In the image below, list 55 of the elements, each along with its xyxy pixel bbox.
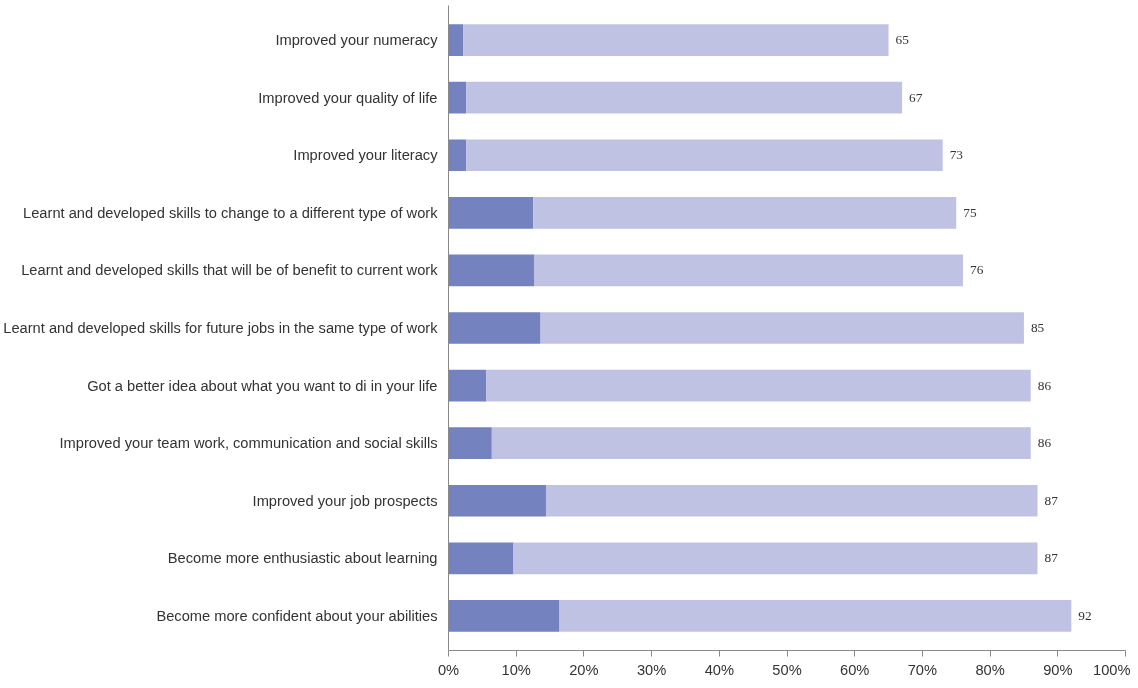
bar xyxy=(534,254,964,287)
bar xyxy=(448,312,541,344)
bar xyxy=(513,542,1038,575)
bar xyxy=(533,196,957,229)
bar xyxy=(463,24,889,56)
x-tick-label: 40% xyxy=(704,661,734,678)
total-label: 75 xyxy=(963,204,977,220)
y-tick-label: Got a better idea about what you want to di in your life xyxy=(87,377,438,394)
bar xyxy=(448,139,467,172)
total-label: 73 xyxy=(949,147,964,163)
bar xyxy=(448,600,560,632)
x-tick-label: 90% xyxy=(1043,661,1073,678)
y-tick-label: Improved your team work, communication and social skills xyxy=(59,435,438,452)
bar xyxy=(448,484,546,517)
x-tick-label: 70% xyxy=(907,661,938,678)
y-tick-label: Learnt and developed skills to change to a different type of work xyxy=(23,204,439,221)
total-label: 92 xyxy=(1078,607,1092,623)
bar xyxy=(540,312,1024,344)
bar xyxy=(448,427,492,460)
bar xyxy=(448,81,467,114)
x-tick-label: 100% xyxy=(1093,661,1131,678)
bar xyxy=(448,24,464,56)
bar xyxy=(559,600,1072,632)
total-label: 65 xyxy=(895,32,910,48)
bar xyxy=(491,427,1031,460)
total-label: 85 xyxy=(1030,320,1045,335)
total-label: 87 xyxy=(1044,492,1059,508)
bar xyxy=(545,484,1038,517)
x-tick-label: 0% xyxy=(437,661,460,678)
bar xyxy=(448,196,534,229)
x-tick-label: 60% xyxy=(840,661,870,678)
y-tick-label: Learnt and developed skills for future jobs in the same type of work xyxy=(3,320,439,336)
total-label: 67 xyxy=(909,89,923,105)
y-tick-label: Learnt and developed skills that will be of benefit to current work xyxy=(21,262,439,279)
y-tick-label: Improved your quality of life xyxy=(258,89,438,106)
y-tick-label: Improved your literacy xyxy=(293,147,439,164)
bar xyxy=(448,369,487,402)
total-label: 86 xyxy=(1037,435,1052,451)
x-tick-label: 80% xyxy=(975,661,1005,678)
bar xyxy=(466,139,943,172)
x-tick-label: 20% xyxy=(569,661,599,678)
y-tick-label: Become more enthusiastic about learning xyxy=(167,550,438,567)
total-label: 86 xyxy=(1037,377,1052,393)
y-tick-label: Improved your job prospects xyxy=(252,492,438,509)
y-tick-label: Become more confident about your abilities xyxy=(156,607,438,624)
bar xyxy=(466,81,903,114)
x-tick-label: 50% xyxy=(772,661,802,678)
total-label: 87 xyxy=(1044,550,1059,566)
bar xyxy=(448,542,514,575)
bar xyxy=(486,369,1031,402)
y-tick-label: Improved your numeracy xyxy=(275,32,439,49)
x-tick-label: 10% xyxy=(501,661,531,678)
total-label: 76 xyxy=(970,262,984,278)
x-tick-label: 30% xyxy=(636,661,667,678)
bar xyxy=(448,254,535,287)
